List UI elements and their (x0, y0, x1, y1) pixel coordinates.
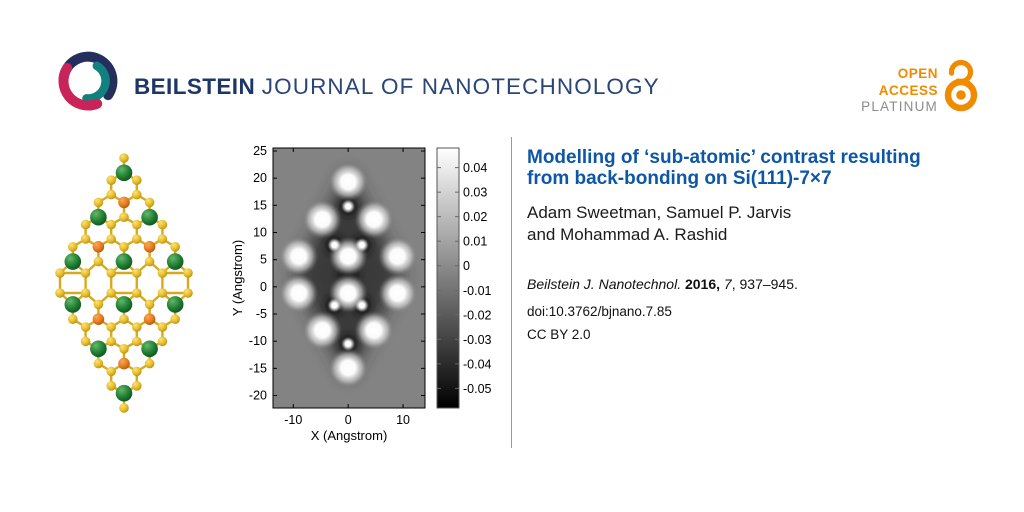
y-axis-label: Y (Angstrom) (230, 240, 245, 316)
colorbar: 0.04 0.03 0.02 0.01 0 -0.01 -0.02 -0.03 -0.04 -0.… (436, 147, 492, 409)
svg-text:0.03: 0.03 (463, 186, 487, 200)
svg-text:0: 0 (260, 280, 267, 294)
open-access-line2: ACCESS (878, 82, 938, 98)
svg-text:10: 10 (253, 225, 267, 239)
article-citation: Beilstein J. Nanotechnol. 2016, 7, 937–9… (527, 276, 997, 292)
svg-text:-10: -10 (284, 413, 302, 427)
molecule-model-figure (55, 153, 193, 413)
svg-text:0.04: 0.04 (463, 161, 487, 175)
svg-text:15: 15 (253, 198, 267, 212)
journal-name-bold: BEILSTEIN (134, 74, 256, 99)
molecule-bonds (58, 158, 190, 408)
svg-text:0: 0 (345, 413, 352, 427)
tick-labels: 25 20 15 10 5 0 -5 -10 -15 -20 -10 0 10 X (Angstrom) Y… (230, 144, 410, 443)
heatmap-figure: 25 20 15 10 5 0 -5 -10 -15 -20 -10 0 10 X (Angstrom) Y… (230, 144, 492, 443)
article-authors: Adam Sweetman, Samuel P. Jarvis and Moha… (527, 202, 997, 246)
article-title-line2: from back-bonding on Si(111)-7×7 (527, 168, 832, 189)
svg-text:0.02: 0.02 (463, 210, 487, 224)
svg-text:-0.05: -0.05 (463, 382, 492, 396)
svg-text:-20: -20 (249, 389, 267, 403)
open-lock-icon (944, 59, 978, 112)
svg-text:25: 25 (253, 144, 267, 158)
article-title: Modelling of ‘sub-atomic’ contrast resul… (527, 147, 997, 189)
open-access-line3: PLATINUM (861, 99, 938, 114)
svg-text:10: 10 (396, 413, 410, 427)
heatmap-image (273, 148, 425, 408)
citation-journal: Beilstein J. Nanotechnol. (527, 276, 682, 292)
vertical-divider (511, 137, 512, 448)
journal-name: BEILSTEIN JOURNAL OF NANOTECHNOLOGY (134, 74, 660, 100)
x-axis-label: X (Angstrom) (311, 428, 388, 443)
article-doi: doi:10.3762/bjnano.7.85 (527, 304, 672, 319)
article-authors-line2: and Mohammad A. Rashid (527, 225, 728, 244)
svg-text:-0.02: -0.02 (463, 308, 492, 322)
svg-text:-0.03: -0.03 (463, 333, 492, 347)
svg-text:-0.01: -0.01 (463, 284, 492, 298)
article-title-line1: Modelling of ‘sub-atomic’ contrast resul… (527, 147, 921, 168)
svg-text:5: 5 (260, 253, 267, 267)
journal-name-rest: JOURNAL OF NANOTECHNOLOGY (261, 74, 660, 99)
svg-text:0: 0 (463, 259, 470, 273)
svg-text:20: 20 (253, 171, 267, 185)
axes (272, 147, 426, 409)
article-license: CC BY 2.0 (527, 327, 591, 342)
svg-text:-10: -10 (249, 334, 267, 348)
svg-text:-15: -15 (249, 361, 267, 375)
svg-text:-5: -5 (256, 307, 267, 321)
open-access-badge-text: OPEN ACCESS PLATINUM (790, 66, 938, 116)
svg-text:0.01: 0.01 (463, 235, 487, 249)
molecule-atoms (55, 153, 193, 413)
svg-text:-0.04: -0.04 (463, 357, 492, 371)
open-access-line1: OPEN (897, 66, 938, 81)
beilstein-logo-icon (58, 51, 118, 111)
article-authors-line1: Adam Sweetman, Samuel P. Jarvis (527, 203, 792, 222)
citation-pages: , 937–945. (731, 276, 798, 292)
citation-volume: 7 (723, 276, 732, 292)
citation-year: 2016, (681, 276, 724, 292)
